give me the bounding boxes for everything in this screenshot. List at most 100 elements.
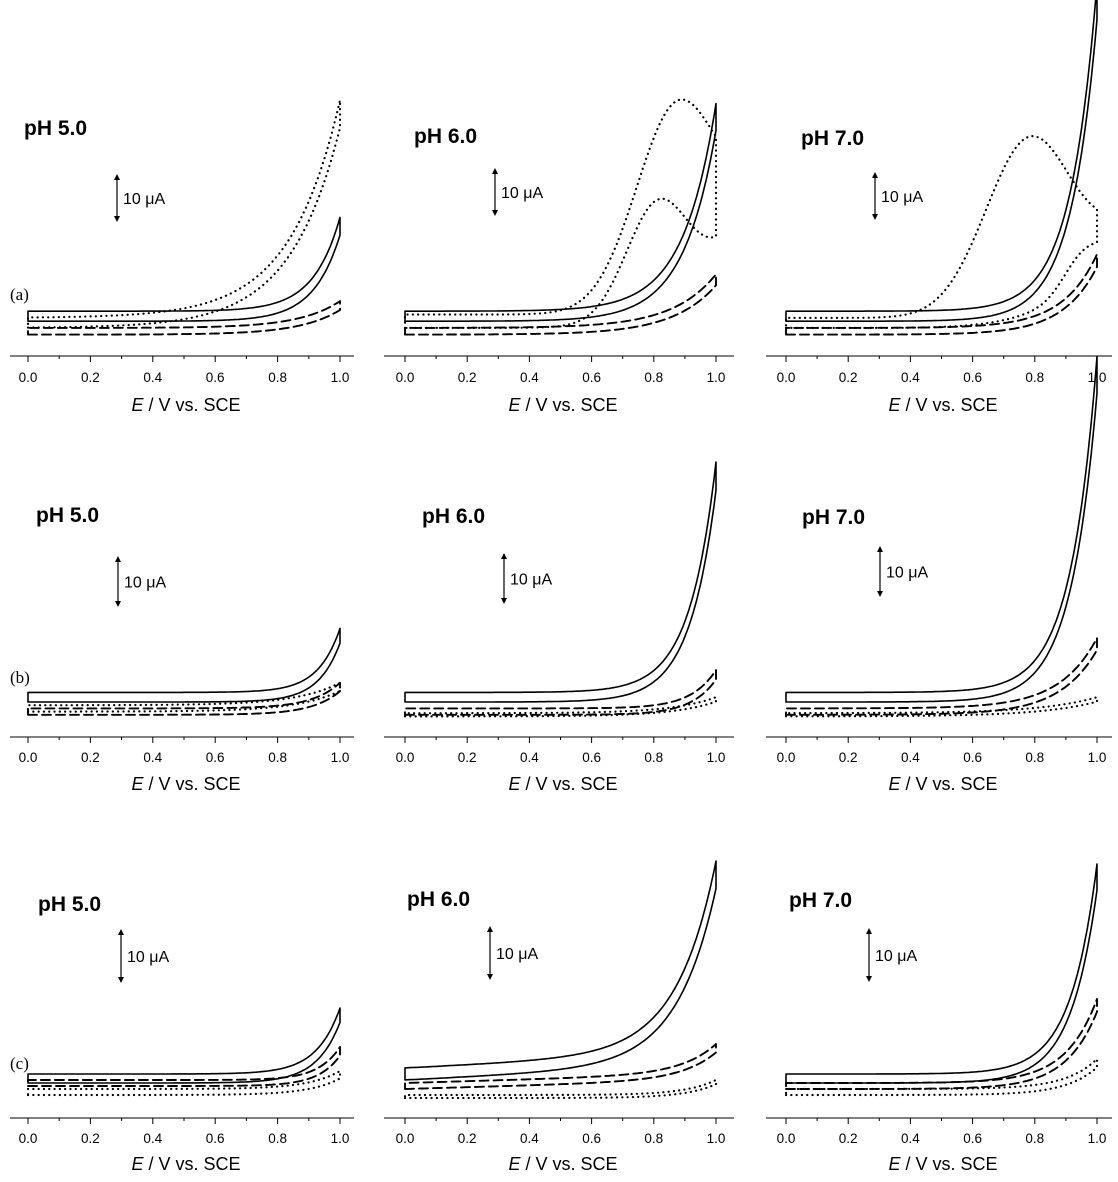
x-axis: 0.0 0.2 0.4 0.6 0.8 1.0E / V vs. SCE [766,736,1112,794]
panel-title: pH 7.0 [802,506,865,529]
cv-curve-dotted [784,1057,1099,1097]
x-axis-label-symbol: E [888,1154,901,1174]
cv-curve-dotted [784,135,1099,329]
scale-bar-arrow-down [501,598,507,604]
x-tick-label: 0.4 [901,750,920,765]
x-axis-label-unit: / V vs. SCE [143,1154,240,1174]
x-axis: 0.0 0.2 0.4 0.6 0.8 1.0E / V vs. SCE [10,1117,354,1174]
panel-title: pH 5.0 [24,117,87,140]
cv-curve-dashed [785,637,1098,716]
cv-curve-dotted [403,696,718,718]
panel-a-1: pH 5.0 10 μA 0.0 0.2 0.4 0.6 0.8 1.0 E / V vs. S… [10,99,354,415]
x-tick-label: 0.8 [1025,1131,1044,1146]
x-axis-label: E / V vs. SCE [888,774,997,794]
x-axis-label-unit: / V vs. SCE [143,774,240,794]
cv-curve-solid [785,0,1098,322]
cv-curve-dotted [26,681,342,713]
scale-bar-label: 10 μA [886,565,928,582]
panel-a-2: pH 6.0 10 μA 0.0 0.2 0.4 0.6 0.8 1.0 E / V vs. S… [384,98,734,415]
scale-bar-arrow-down [866,976,872,982]
x-axis-label-symbol: E [131,395,144,415]
x-axis-label-unit: / V vs. SCE [900,395,997,415]
panel-c-1: pH 5.0 10 μA 0.0 0.2 0.4 0.6 0.8 1.0 E / V vs. S… [10,893,354,1174]
scale-bar-arrow-down [115,601,121,607]
x-tick-label: 0.0 [396,750,415,765]
scale-bar-label: 10 μA [496,946,538,963]
row-label-a: (a) [10,285,29,304]
cv-curve-dotted [403,1078,718,1100]
x-axis-label-symbol: E [888,395,901,415]
x-tick-label: 0.2 [81,370,100,385]
scale-bar-arrow-up [877,546,883,552]
x-axis-label-symbol: E [508,1154,521,1174]
scale-bar: 10 μA [877,546,928,597]
x-axis-label: E / V vs. SCE [131,774,240,794]
scale-bar-arrow-up [492,168,498,174]
scale-bar: 10 μA [487,926,538,980]
x-tick-label: 0.8 [268,370,287,385]
scale-bar-label: 10 μA [127,949,169,966]
panel-title: pH 5.0 [38,893,101,916]
x-axis-label: E / V vs. SCE [888,395,997,415]
x-tick-label: 1.0 [1088,750,1107,765]
cv-curve-solid [27,627,341,703]
scale-bar-label: 10 μA [510,572,552,589]
panel-b-2: pH 6.0 10 μA 0.0 0.2 0.4 0.6 0.8 1.0 E / V vs. S… [384,461,734,794]
scale-bar: 10 μA [492,168,543,216]
scale-bar-label: 10 μA [123,191,165,208]
x-axis-label: E / V vs. SCE [888,1154,997,1174]
x-axis-label: E / V vs. SCE [131,1154,240,1174]
x-tick-label: 0.8 [268,1131,287,1146]
x-tick-label: 1.0 [331,1131,350,1146]
x-axis: 0.0 0.2 0.4 0.6 0.8 1.0E / V vs. SCE [766,1117,1112,1174]
x-axis-label-symbol: E [131,1154,144,1174]
cv-curve-solid [404,102,717,322]
cv-curve-solid [404,860,717,1081]
x-axis-label: E / V vs. SCE [131,395,240,415]
panel-title: pH 6.0 [414,125,477,148]
x-tick-label: 0.8 [268,750,287,765]
x-tick-label: 1.0 [707,370,726,385]
x-axis: 0.0 0.2 0.4 0.6 0.8 1.0E / V vs. SCE [384,355,734,415]
x-tick-label: 0.0 [19,750,38,765]
x-tick-label: 0.6 [206,370,225,385]
x-tick-label: 0.0 [777,370,796,385]
scale-bar-arrow-up [115,556,121,562]
x-tick-label: 0.6 [963,1131,982,1146]
x-tick-label: 0.4 [520,370,539,385]
x-tick-label: 0.4 [520,1131,539,1146]
row-label-c: (c) [10,1054,29,1073]
x-tick-label: 0.8 [644,370,663,385]
scale-bar: 10 μA [114,174,165,222]
panel-b-1: pH 5.0 10 μA 0.0 0.2 0.4 0.6 0.8 1.0 E / V vs. S… [10,504,354,794]
scale-bar-label: 10 μA [501,185,543,202]
scale-bar: 10 μA [866,928,917,982]
scale-bar-arrow-up [114,174,120,180]
x-axis: 0.0 0.2 0.4 0.6 0.8 1.0E / V vs. SCE [384,1117,734,1174]
panel-title: pH 6.0 [422,505,485,528]
cv-curve-dotted [403,98,718,329]
panel-c-2: pH 6.0 10 μA 0.0 0.2 0.4 0.6 0.8 1.0 E / V vs. S… [384,860,734,1174]
x-axis-label-unit: / V vs. SCE [520,774,617,794]
row-label-b: (b) [10,668,30,687]
x-axis-label-unit: / V vs. SCE [900,774,997,794]
panel-title: pH 7.0 [801,127,864,150]
x-tick-label: 0.2 [81,750,100,765]
panel-title: pH 6.0 [407,888,470,911]
x-axis: 0.0 0.2 0.4 0.6 0.8 1.0E / V vs. SCE [766,355,1112,415]
x-axis-label: E / V vs. SCE [508,395,617,415]
x-tick-label: 0.6 [582,370,601,385]
x-tick-label: 1.0 [331,370,350,385]
scale-bar: 10 μA [118,929,169,983]
panel-a-3: pH 7.010 μA0.0 0.2 0.4 0.6 0.8 1.0E / V vs. S… [766,0,1112,415]
x-tick-label: 0.2 [839,1131,858,1146]
cv-curve-dashed [785,253,1098,336]
x-tick-label: 0.4 [901,1131,920,1146]
scale-bar-arrow-up [866,928,872,934]
panel-title: pH 7.0 [789,889,852,912]
scale-bar-arrow-up [501,553,507,559]
scale-bar: 10 μA [501,553,552,604]
x-axis-label-symbol: E [508,395,521,415]
cv-curve-dashed [404,1043,717,1090]
